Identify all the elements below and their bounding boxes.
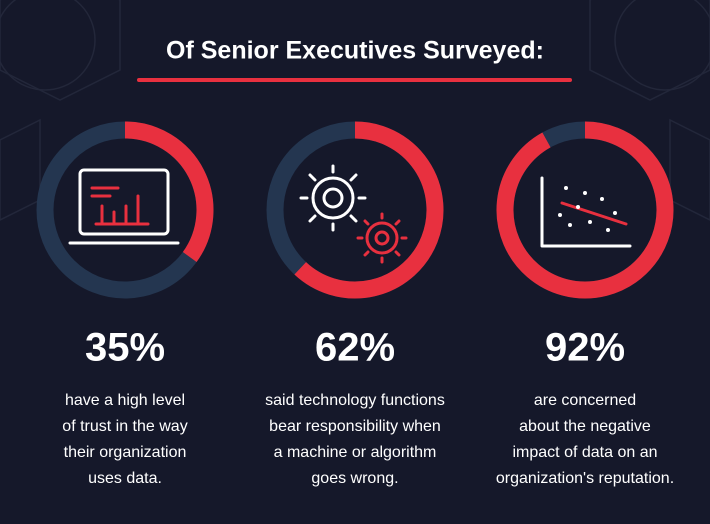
caption-line: impact of data on an — [513, 444, 658, 461]
donut-arc — [124, 121, 214, 263]
caption-line: of trust in the way — [62, 418, 187, 435]
caption-line: organization's reputation. — [496, 470, 674, 487]
laptop-icon — [68, 168, 180, 245]
caption-line: uses data. — [88, 470, 162, 487]
caption-line: about the negative — [519, 418, 651, 435]
caption-line: goes wrong. — [311, 470, 398, 487]
caption-line: their organization — [64, 444, 187, 461]
scatter-icon — [540, 176, 632, 248]
caption-line: said technology functions — [265, 392, 445, 409]
caption-line: a machine or algorithm — [274, 444, 437, 461]
percent-label: 92% — [545, 326, 625, 370]
title-underline — [137, 78, 572, 82]
title: Of Senior Executives Surveyed: — [166, 37, 544, 65]
percent-label: 35% — [85, 326, 165, 370]
caption-line: are concerned — [534, 392, 636, 409]
percent-label: 62% — [315, 326, 395, 370]
donut-arc — [496, 121, 674, 299]
caption-line: have a high level — [65, 392, 185, 409]
gears-icon — [299, 164, 408, 264]
donut-arc — [294, 121, 444, 299]
caption-line: bear responsibility when — [269, 418, 441, 435]
